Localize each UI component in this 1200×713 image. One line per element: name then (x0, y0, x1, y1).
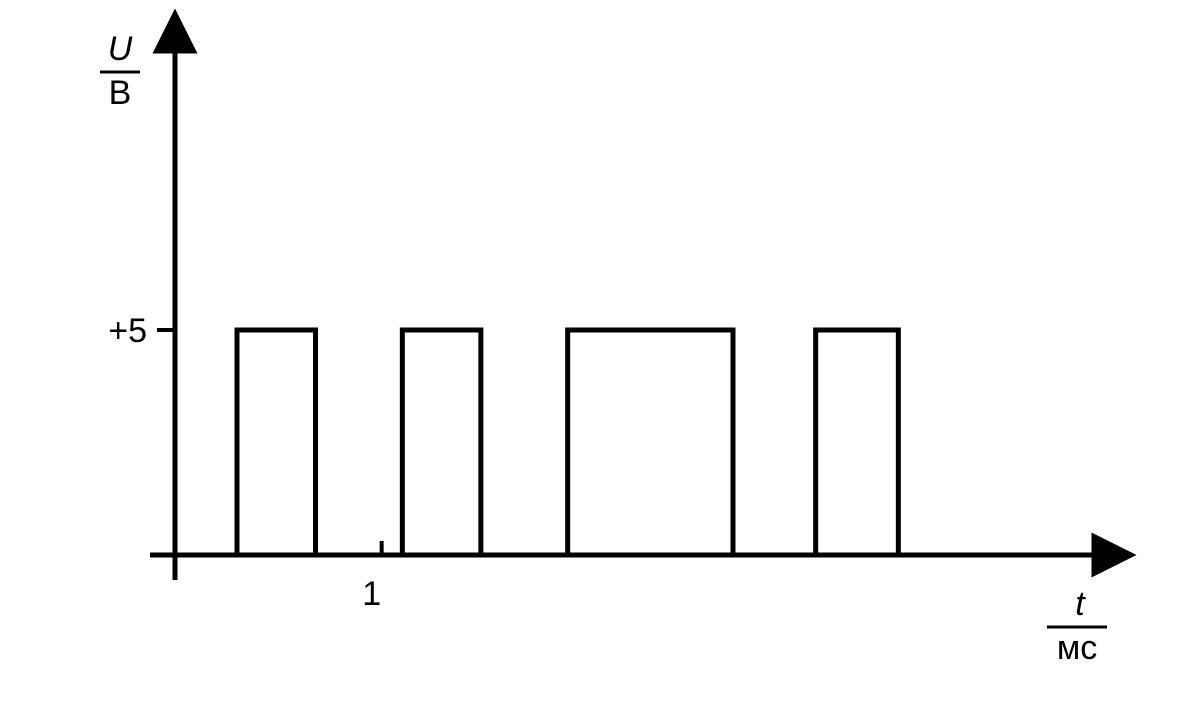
y-axis-label: U В (100, 30, 140, 112)
waveform (175, 330, 898, 555)
y-axis-label-numerator: U (108, 30, 133, 68)
y-tick-label: +5 (108, 312, 147, 350)
signal-chart: U В t мс +5 1 (0, 0, 1200, 713)
x-axis-label-numerator: t (1075, 585, 1086, 623)
x-tick-label: 1 (362, 575, 381, 613)
x-axis-label: t мс (1047, 585, 1107, 667)
y-axis-label-denominator: В (109, 74, 132, 112)
x-axis-label-denominator: мс (1057, 629, 1097, 667)
